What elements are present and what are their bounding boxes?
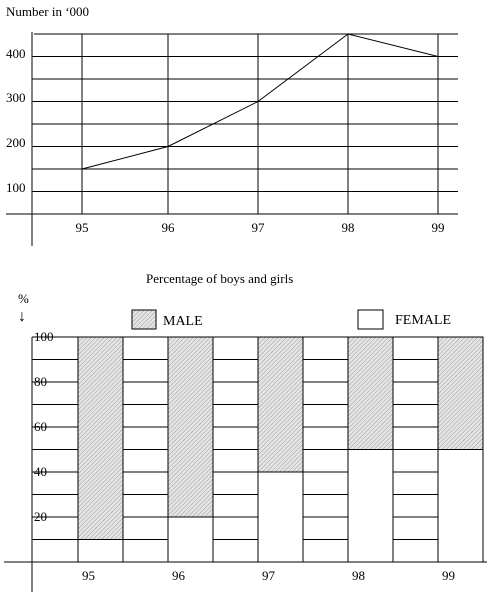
line-chart-x-tick-label: 96 xyxy=(162,220,176,235)
bar-chart-y-tick-label: 60 xyxy=(34,419,47,434)
bar-chart-ylabel-arrow: ↓ xyxy=(18,308,26,325)
line-chart-x-tick-label: 95 xyxy=(76,220,89,235)
line-chart-x-tick-label: 97 xyxy=(252,220,266,235)
bar-chart: Percentage of boys and girls % ↓ MALE FE… xyxy=(4,271,487,592)
bar-chart-y-tick-label: 20 xyxy=(34,509,47,524)
line-chart-y-tick-label: 200 xyxy=(6,135,26,150)
line-data-point xyxy=(437,55,439,58)
bar-male-segment xyxy=(77,336,124,540)
line-data-point xyxy=(347,33,349,35)
legend-label-female: FEMALE xyxy=(395,313,451,328)
bar-male-segment xyxy=(257,336,304,473)
bar-chart-x-tick-label: 96 xyxy=(172,568,186,583)
bar-male-segment xyxy=(347,336,394,450)
line-chart-x-tick-label: 99 xyxy=(432,220,445,235)
line-chart-x-ticks: 95 96 97 98 99 xyxy=(76,220,445,235)
legend-swatch-male xyxy=(131,309,157,330)
line-chart-grid xyxy=(6,33,458,215)
line-data-point xyxy=(81,168,83,170)
line-chart-y-tick-label: 100 xyxy=(6,180,26,195)
legend-label-male: MALE xyxy=(163,314,203,329)
bar-male-segment xyxy=(437,336,484,450)
bar-female-segment xyxy=(437,449,484,563)
bar-chart-bars xyxy=(77,336,484,563)
line-chart: Number in ‘000 100 200 300 400 95 96 97 98 99 xyxy=(6,4,458,246)
bar-chart-ylabel: % xyxy=(18,291,29,306)
bar-chart-x-tick-label: 98 xyxy=(352,568,365,583)
legend-swatch-female xyxy=(357,309,384,330)
bar-female-segment xyxy=(167,516,214,563)
bar-chart-title: Percentage of boys and girls xyxy=(146,271,293,286)
line-chart-series xyxy=(81,33,439,170)
bar-chart-x-tick-label: 99 xyxy=(442,568,455,583)
bar-chart-x-tick-label: 97 xyxy=(262,568,276,583)
line-data-point xyxy=(257,100,259,103)
line-chart-y-tick-label: 400 xyxy=(6,46,26,61)
legend: MALE FEMALE xyxy=(131,309,451,330)
line-chart-ylabel: Number in ‘000 xyxy=(6,4,89,19)
bar-chart-x-tick-label: 95 xyxy=(82,568,95,583)
bar-chart-grid xyxy=(4,336,487,563)
bar-male-segment xyxy=(167,336,214,518)
bar-chart-y-tick-label: 100 xyxy=(34,329,54,344)
line-data-point xyxy=(167,145,169,148)
bar-female-segment xyxy=(257,471,304,563)
bar-chart-y-tick-label: 80 xyxy=(34,374,47,389)
bar-chart-y-tick-label: 40 xyxy=(34,464,47,479)
line-chart-y-tick-label: 300 xyxy=(6,90,26,105)
bar-chart-y-ticks: 20 40 60 80 100 xyxy=(34,329,54,524)
line-chart-x-tick-label: 98 xyxy=(342,220,355,235)
bar-chart-x-ticks: 95 96 97 98 99 xyxy=(82,568,455,583)
bar-female-segment xyxy=(77,539,124,563)
line-chart-y-ticks: 100 200 300 400 xyxy=(6,46,26,195)
bar-female-segment xyxy=(347,449,394,563)
